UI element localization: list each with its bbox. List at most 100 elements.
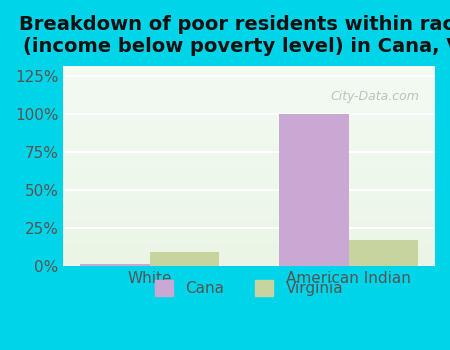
Bar: [63, 108, 435, 110]
Bar: [63, 228, 435, 230]
Bar: [63, 66, 435, 68]
Bar: [63, 176, 435, 178]
Bar: [63, 100, 435, 102]
Bar: [63, 192, 435, 194]
Bar: [63, 68, 435, 70]
Bar: [63, 218, 435, 220]
Bar: [63, 170, 435, 172]
Bar: [63, 168, 435, 170]
Bar: [63, 250, 435, 252]
Bar: [63, 122, 435, 124]
Bar: [63, 138, 435, 140]
Bar: [63, 128, 435, 130]
Bar: [63, 130, 435, 132]
Bar: [63, 90, 435, 92]
Bar: [63, 196, 435, 198]
Title: Breakdown of poor residents within races
(income below poverty level) in Cana, V: Breakdown of poor residents within races…: [19, 15, 450, 56]
Bar: [63, 206, 435, 208]
Bar: [63, 114, 435, 116]
Bar: [63, 242, 435, 244]
Bar: [63, 194, 435, 196]
Bar: [63, 260, 435, 262]
Bar: [63, 240, 435, 242]
Bar: [63, 102, 435, 104]
Bar: [63, 78, 435, 80]
Bar: [63, 244, 435, 246]
Bar: [279, 114, 349, 266]
Bar: [63, 120, 435, 122]
Bar: [63, 222, 435, 224]
Bar: [63, 200, 435, 202]
Bar: [63, 212, 435, 214]
Bar: [63, 246, 435, 248]
Bar: [63, 186, 435, 188]
Bar: [63, 164, 435, 166]
Bar: [63, 98, 435, 100]
Bar: [63, 202, 435, 204]
Bar: [63, 80, 435, 82]
Bar: [63, 232, 435, 234]
Bar: [63, 104, 435, 106]
Bar: [63, 136, 435, 138]
Bar: [63, 248, 435, 250]
Bar: [63, 132, 435, 134]
Bar: [63, 220, 435, 222]
Bar: [63, 142, 435, 144]
Bar: [63, 264, 435, 266]
Bar: [63, 126, 435, 128]
Bar: [63, 198, 435, 200]
Bar: [63, 106, 435, 108]
Bar: [63, 172, 435, 174]
Bar: [63, 184, 435, 186]
Bar: [63, 76, 435, 78]
Bar: [63, 174, 435, 176]
Bar: [63, 74, 435, 76]
Bar: [63, 226, 435, 228]
Bar: [63, 148, 435, 150]
Bar: [63, 82, 435, 84]
Bar: [63, 84, 435, 86]
Bar: [63, 70, 435, 72]
Bar: [63, 190, 435, 192]
Bar: [63, 156, 435, 158]
Bar: [63, 216, 435, 218]
Bar: [63, 92, 435, 94]
Bar: [63, 166, 435, 168]
Bar: [63, 124, 435, 126]
Bar: [63, 118, 435, 120]
Bar: [63, 210, 435, 212]
Bar: [63, 152, 435, 154]
Bar: [63, 214, 435, 216]
Bar: [63, 236, 435, 238]
Bar: [63, 262, 435, 264]
Bar: [63, 258, 435, 260]
Bar: [63, 140, 435, 142]
Bar: [63, 254, 435, 256]
Bar: [63, 96, 435, 98]
Bar: [63, 230, 435, 232]
Legend: Cana, Virginia: Cana, Virginia: [149, 274, 350, 302]
Bar: [63, 154, 435, 156]
Bar: [63, 182, 435, 184]
Bar: [63, 94, 435, 96]
Bar: [63, 180, 435, 182]
Bar: [150, 252, 219, 266]
Bar: [63, 112, 435, 114]
Bar: [63, 144, 435, 146]
Bar: [63, 134, 435, 136]
Bar: [80, 264, 150, 266]
Bar: [63, 204, 435, 206]
Bar: [63, 116, 435, 118]
Bar: [63, 178, 435, 180]
Bar: [63, 160, 435, 162]
Bar: [63, 158, 435, 160]
Bar: [63, 224, 435, 226]
Bar: [349, 240, 418, 266]
Bar: [63, 208, 435, 210]
Bar: [63, 256, 435, 258]
Bar: [63, 162, 435, 164]
Text: City-Data.com: City-Data.com: [331, 90, 420, 103]
Bar: [63, 234, 435, 236]
Bar: [63, 252, 435, 254]
Bar: [63, 86, 435, 88]
